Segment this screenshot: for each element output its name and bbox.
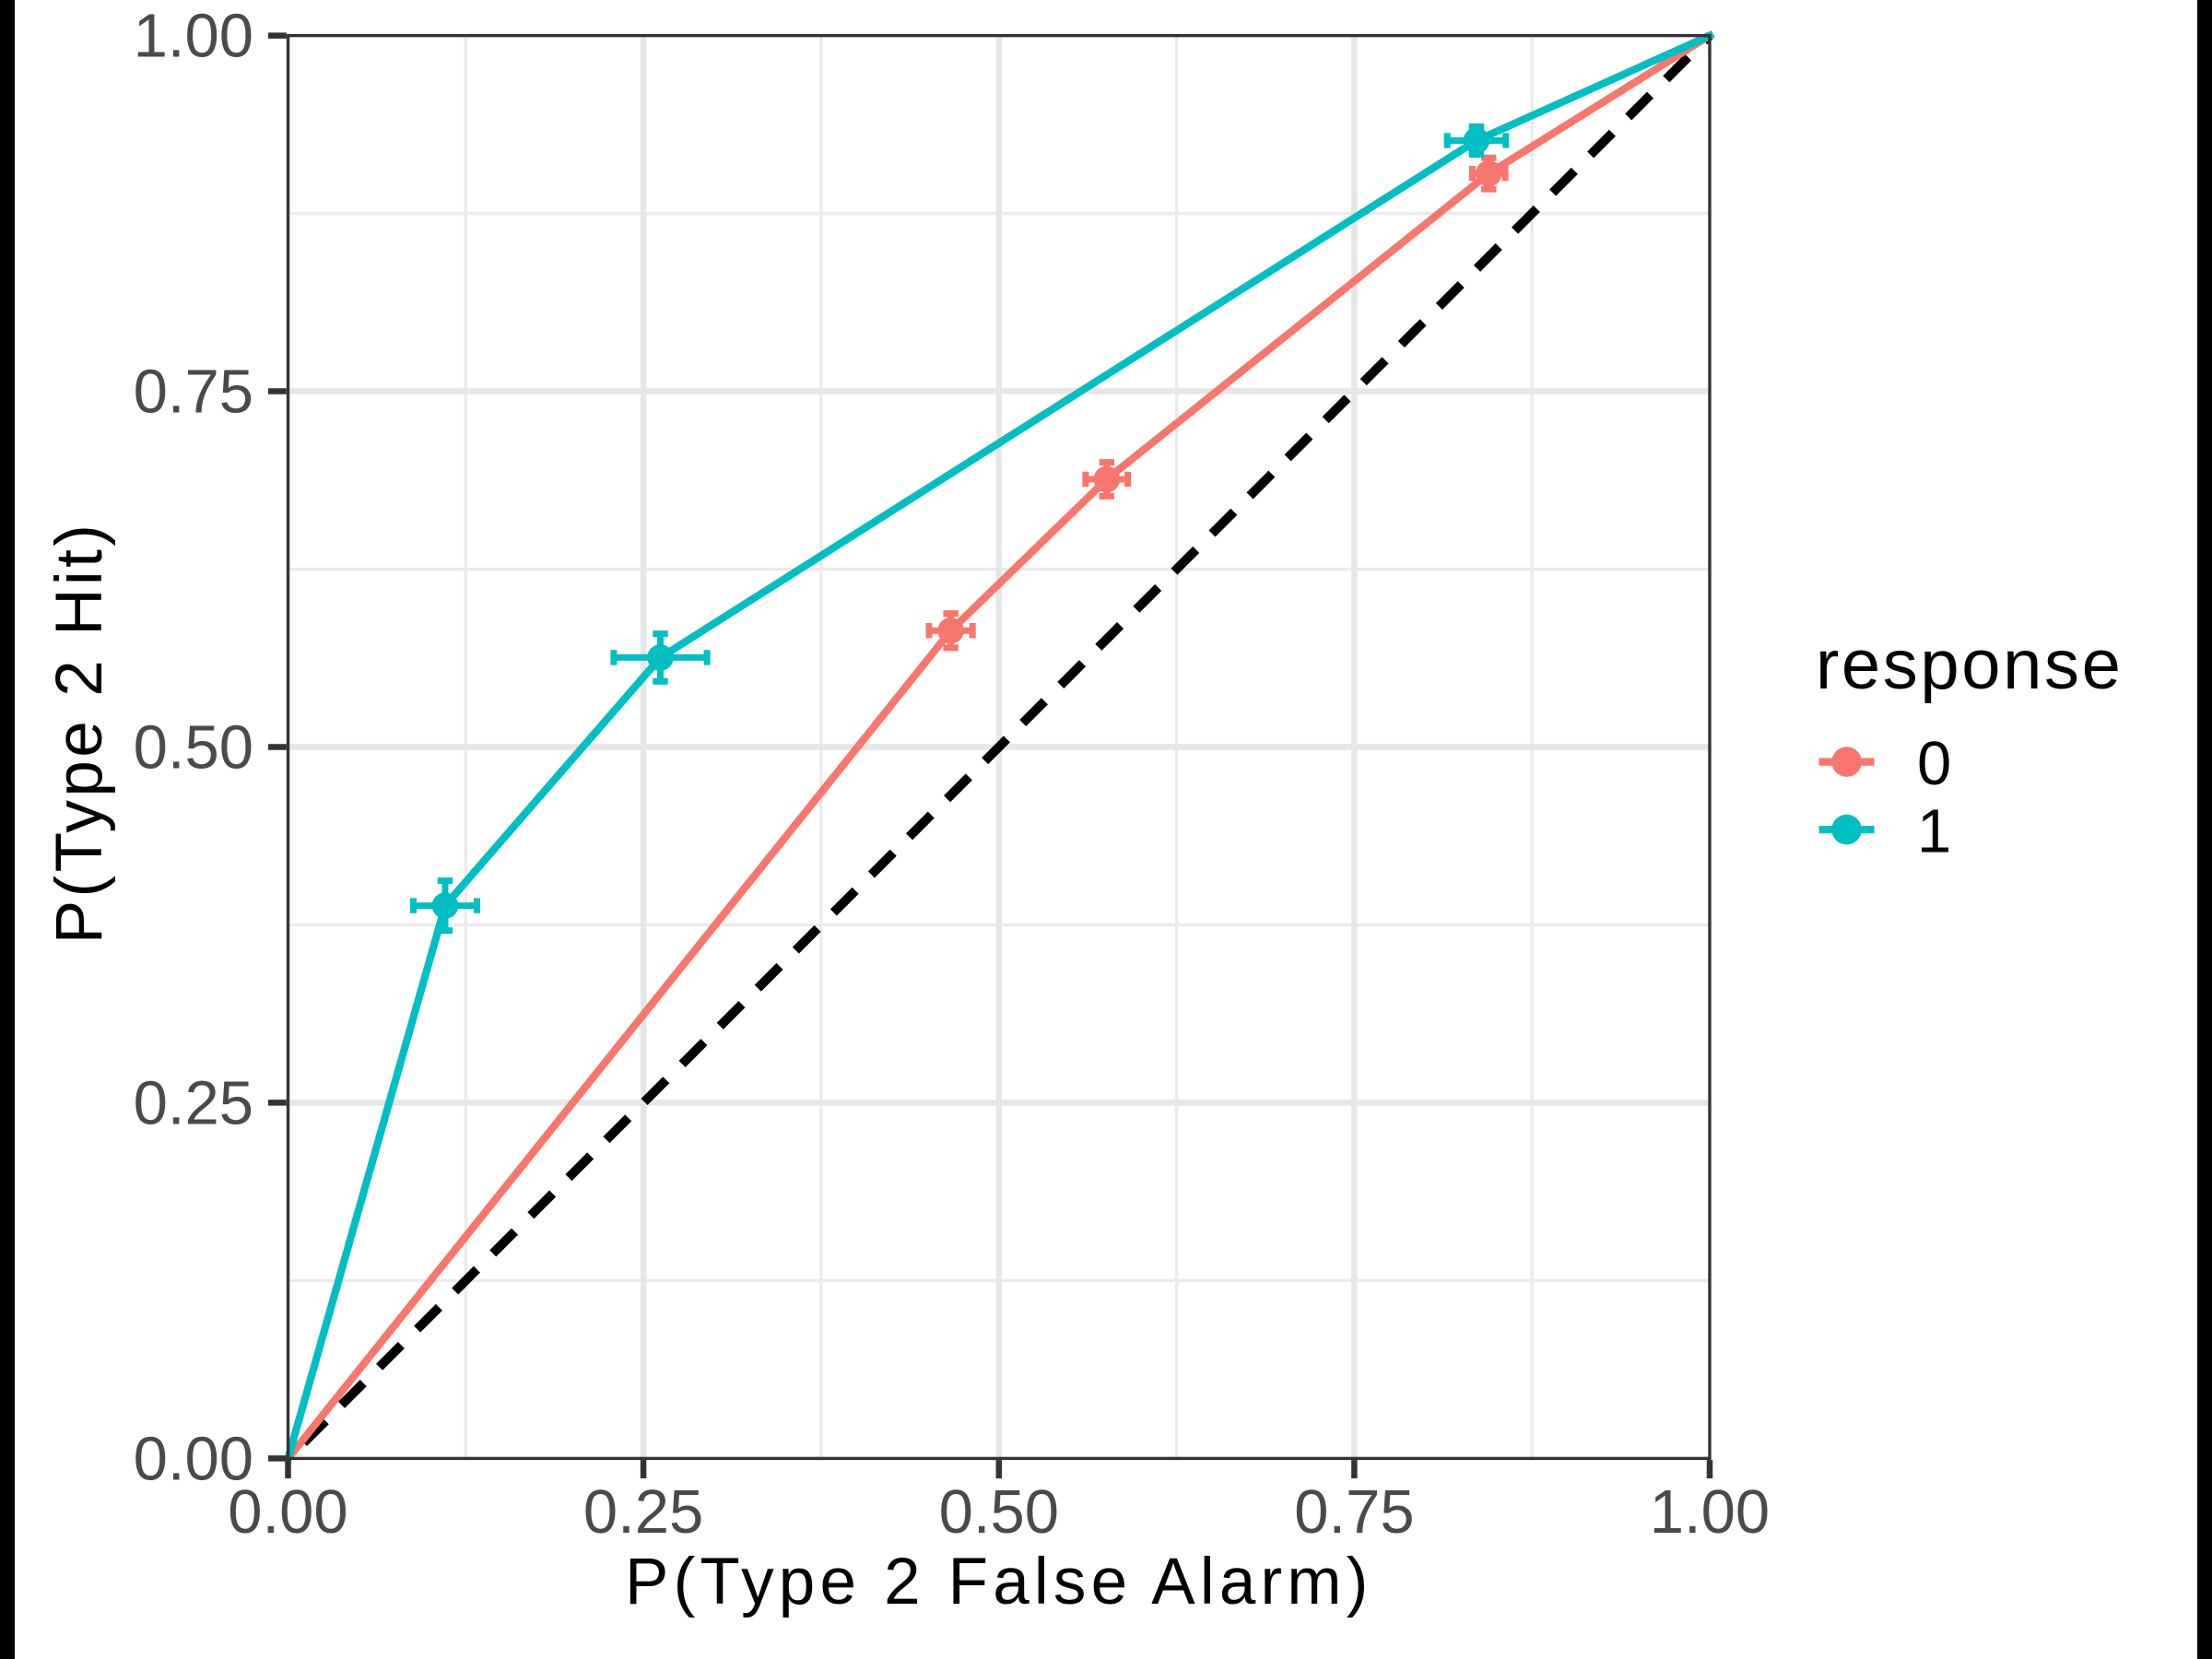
- svg-text:0.50: 0.50: [939, 1477, 1059, 1547]
- svg-text:0.50: 0.50: [134, 713, 253, 782]
- svg-text:0.00: 0.00: [134, 1425, 253, 1494]
- svg-text:response: response: [1816, 626, 2123, 704]
- svg-text:P(Type 2 Hit): P(Type 2 Hit): [43, 522, 116, 944]
- svg-text:0: 0: [1917, 729, 1951, 798]
- svg-text:0.25: 0.25: [583, 1477, 703, 1547]
- svg-text:0.25: 0.25: [134, 1069, 253, 1138]
- svg-text:1.00: 1.00: [134, 2, 253, 71]
- svg-text:P(Type 2 False Alarm): P(Type 2 False Alarm): [625, 1546, 1373, 1618]
- svg-text:1.00: 1.00: [1650, 1477, 1770, 1547]
- svg-text:1: 1: [1917, 797, 1951, 866]
- svg-text:0.75: 0.75: [134, 358, 253, 427]
- svg-text:0.00: 0.00: [228, 1477, 347, 1547]
- svg-text:0.75: 0.75: [1294, 1477, 1414, 1547]
